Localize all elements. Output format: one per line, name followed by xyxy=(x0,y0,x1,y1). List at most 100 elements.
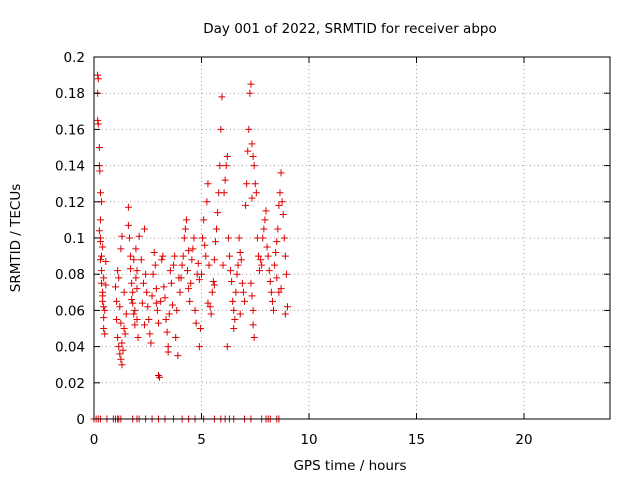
data-point xyxy=(192,319,200,327)
data-point xyxy=(280,234,288,242)
data-point xyxy=(119,346,127,354)
data-point xyxy=(141,321,149,329)
data-point xyxy=(94,116,102,124)
data-point xyxy=(147,339,155,347)
data-point xyxy=(133,267,141,275)
data-point xyxy=(96,189,104,197)
data-point xyxy=(187,279,195,287)
data-point xyxy=(117,245,125,253)
data-point xyxy=(178,261,186,269)
data-point xyxy=(172,334,180,342)
data-point xyxy=(174,352,182,360)
data-point xyxy=(218,93,226,101)
data-point xyxy=(162,315,170,323)
data-point xyxy=(230,325,238,332)
data-point xyxy=(273,238,281,246)
data-point xyxy=(272,248,280,256)
data-point xyxy=(250,334,258,342)
y-tick-label: 0.1 xyxy=(64,231,85,247)
y-tick-label: 0.04 xyxy=(55,340,85,356)
data-point xyxy=(163,328,171,336)
data-point xyxy=(130,256,138,264)
data-point xyxy=(134,334,142,342)
chart-title: Day 001 of 2022, SRMTID for receiver abp… xyxy=(203,21,496,37)
data-point xyxy=(186,297,194,305)
data-point xyxy=(135,232,143,240)
data-point xyxy=(132,274,140,282)
data-point xyxy=(223,343,231,351)
data-point xyxy=(137,256,145,264)
data-point xyxy=(115,343,123,351)
data-point xyxy=(133,315,141,323)
data-point xyxy=(188,256,196,264)
y-tick-label: 0.18 xyxy=(55,86,85,102)
data-point xyxy=(94,71,102,79)
data-point xyxy=(100,314,108,322)
data-point xyxy=(101,306,109,314)
data-point xyxy=(205,261,213,269)
data-point xyxy=(99,243,107,251)
y-tick-label: 0.16 xyxy=(55,122,85,138)
data-point xyxy=(268,297,276,305)
x-tick-label: 5 xyxy=(197,432,206,448)
data-point xyxy=(210,281,218,289)
data-point xyxy=(224,234,232,242)
x-axis-label: GPS time / hours xyxy=(293,458,406,474)
data-point xyxy=(118,361,126,369)
data-point xyxy=(94,75,102,83)
data-point xyxy=(148,292,156,300)
data-point xyxy=(279,210,287,218)
data-point xyxy=(150,248,158,256)
data-point xyxy=(184,267,192,275)
data-point xyxy=(257,256,265,264)
data-point xyxy=(259,234,267,242)
data-point xyxy=(133,285,141,293)
data-point xyxy=(261,216,269,224)
data-point xyxy=(155,372,162,380)
data-point xyxy=(146,330,154,338)
data-point xyxy=(159,252,167,260)
data-point xyxy=(260,225,268,233)
data-point xyxy=(102,258,110,266)
data-point xyxy=(270,306,278,314)
data-point xyxy=(277,169,285,177)
data-point xyxy=(284,303,291,311)
data-point xyxy=(236,248,244,256)
data-point xyxy=(145,315,153,323)
data-point xyxy=(191,306,199,314)
data-point xyxy=(273,274,281,282)
data-point xyxy=(209,277,217,285)
data-point xyxy=(194,259,202,267)
data-point xyxy=(207,310,215,318)
data-point xyxy=(164,343,172,351)
data-point xyxy=(121,330,129,338)
data-point xyxy=(98,279,106,287)
data-point xyxy=(190,234,198,242)
grid xyxy=(94,57,610,419)
data-point xyxy=(249,153,257,161)
data-point xyxy=(96,167,104,175)
data-point xyxy=(96,216,104,224)
data-point xyxy=(227,267,235,275)
data-point xyxy=(199,234,207,242)
plot-frame xyxy=(93,56,611,420)
y-tick-label: 0.2 xyxy=(64,50,85,66)
data-point xyxy=(203,198,211,206)
data-point xyxy=(185,247,193,255)
data-point xyxy=(127,252,135,260)
data-point xyxy=(130,310,138,318)
data-point xyxy=(173,306,181,314)
data-point xyxy=(157,297,165,305)
data-point xyxy=(113,315,121,323)
data-point xyxy=(248,140,256,148)
data-point xyxy=(223,153,231,161)
data-point xyxy=(116,303,124,311)
data-point xyxy=(282,270,290,278)
data-point xyxy=(165,310,173,318)
data-point xyxy=(171,252,179,260)
data-point xyxy=(206,303,214,311)
data-point xyxy=(96,238,104,246)
data-point xyxy=(149,270,157,278)
data-point xyxy=(166,267,174,275)
